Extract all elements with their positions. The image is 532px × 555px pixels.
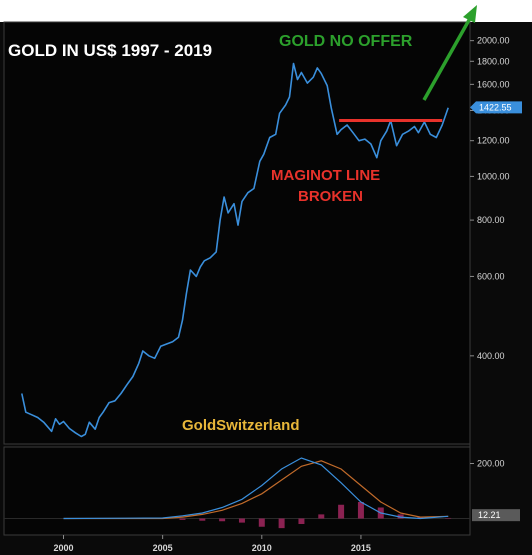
- indicator-histogram-bar-4: [219, 518, 226, 522]
- indicator-last-tag: [472, 509, 520, 522]
- ytick-label-2: 1600.00: [477, 79, 510, 89]
- indicator-histogram-bar-15: [445, 517, 452, 519]
- time-axis-ticks: 2000 2005 2010 2015: [53, 535, 371, 553]
- indicator-fast-line: [63, 457, 449, 520]
- indicator-histogram-bar-11: [357, 502, 364, 519]
- indicator-histogram-bar-5: [238, 518, 245, 523]
- indicator-histogram-bar-10: [338, 504, 345, 519]
- watermark: GoldSwitzerland: [182, 417, 300, 434]
- ytick-label-4: 1200.00: [477, 136, 510, 146]
- xtick-label-3: 2015: [351, 543, 371, 553]
- indicator-histogram-bar-13: [397, 514, 404, 519]
- indicator-histogram-bar-6: [258, 518, 265, 527]
- annotations: GOLD IN US$ 1997 - 2019 GOLD NO OFFER MA…: [8, 33, 413, 434]
- xtick-label-0: 2000: [53, 543, 73, 553]
- ytick-label-7: 600.00: [477, 271, 505, 281]
- ytick-label-1: 1800.00: [477, 56, 510, 66]
- ytick-label-0: 2000.00: [477, 36, 510, 46]
- indicator-histogram-bar-14: [417, 517, 424, 519]
- indicator-slow-line: [63, 460, 449, 520]
- indicator-panel: [3, 446, 471, 536]
- price-series: 1422.55: [21, 5, 522, 438]
- xtick-label-1: 2005: [153, 543, 173, 553]
- indicator-histogram-bar-7: [278, 518, 285, 529]
- support-line-annotation: MAGINOT LINE: [271, 167, 380, 184]
- ytick-label-8: 400.00: [477, 351, 505, 361]
- price-panel: [3, 21, 471, 445]
- trend-arrow-shaft: [422, 12, 475, 101]
- headline-annotation: GOLD NO OFFER: [279, 33, 413, 50]
- chart-title: GOLD IN US$ 1997 - 2019: [8, 41, 212, 60]
- indicator-ytick-label: 200.00: [477, 459, 505, 469]
- xtick-label-2: 2010: [252, 543, 272, 553]
- support-line-annotation-2: BROKEN: [298, 188, 363, 205]
- indicator-histogram-bar-8: [298, 518, 305, 524]
- indicator-histogram-bar-9: [318, 514, 325, 519]
- ytick-label-6: 800.00: [477, 215, 505, 225]
- indicator-last-tag-label: 12.21: [478, 510, 501, 520]
- indicator-series: 200.00 12.21: [4, 457, 520, 529]
- ytick-label-5: 1000.00: [477, 171, 510, 181]
- top-margin: [0, 0, 532, 22]
- last-price-tag-label: 1422.55: [479, 102, 512, 112]
- price-line: [21, 62, 449, 438]
- indicator-histogram-bar-2: [179, 518, 186, 520]
- last-price-tag: [470, 101, 522, 114]
- trend-arrow-head: [463, 5, 477, 23]
- indicator-histogram-bar-3: [199, 518, 206, 521]
